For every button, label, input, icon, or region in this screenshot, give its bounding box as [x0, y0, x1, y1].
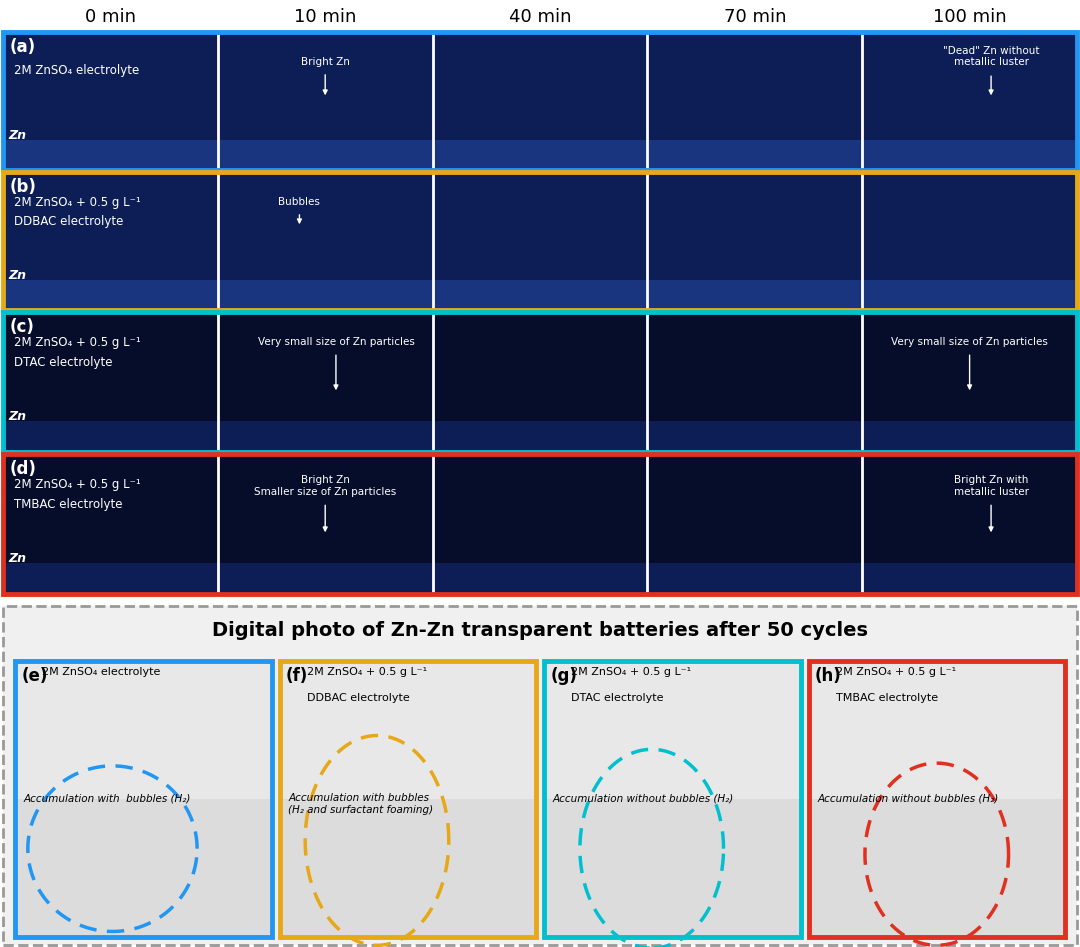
- Text: Very small size of Zn particles: Very small size of Zn particles: [891, 337, 1048, 348]
- Text: 40 min: 40 min: [509, 8, 571, 26]
- Text: (d): (d): [10, 459, 37, 477]
- Text: Accumulation with  bubbles (H₂): Accumulation with bubbles (H₂): [24, 794, 191, 803]
- Text: 2M ZnSO₄ + 0.5 g L⁻¹: 2M ZnSO₄ + 0.5 g L⁻¹: [14, 336, 140, 349]
- Text: (g): (g): [551, 667, 578, 685]
- Text: DDBAC electrolyte: DDBAC electrolyte: [307, 693, 409, 704]
- Text: (h): (h): [815, 667, 841, 685]
- Text: TMBAC electrolyte: TMBAC electrolyte: [14, 498, 122, 510]
- Text: Bright Zn
Smaller size of Zn particles: Bright Zn Smaller size of Zn particles: [254, 475, 396, 496]
- Text: (c): (c): [10, 317, 35, 335]
- Text: Zn: Zn: [9, 410, 26, 423]
- Text: 2M ZnSO₄ electrolyte: 2M ZnSO₄ electrolyte: [14, 64, 139, 77]
- Text: Zn: Zn: [9, 552, 26, 565]
- Text: Accumulation with bubbles
(H₂ and surfactant foaming): Accumulation with bubbles (H₂ and surfac…: [288, 794, 433, 815]
- Text: DTAC electrolyte: DTAC electrolyte: [571, 693, 663, 704]
- Text: Accumulation without bubbles (H₂): Accumulation without bubbles (H₂): [553, 794, 734, 803]
- Text: Zn: Zn: [9, 129, 26, 142]
- Text: Bright Zn with
metallic luster: Bright Zn with metallic luster: [954, 475, 1028, 496]
- Text: Bright Zn: Bright Zn: [300, 57, 350, 67]
- Text: 2M ZnSO₄ + 0.5 g L⁻¹: 2M ZnSO₄ + 0.5 g L⁻¹: [14, 196, 140, 209]
- Text: 2M ZnSO₄ + 0.5 g L⁻¹: 2M ZnSO₄ + 0.5 g L⁻¹: [836, 667, 956, 677]
- Text: Zn: Zn: [9, 269, 26, 282]
- Text: 2M ZnSO₄ electrolyte: 2M ZnSO₄ electrolyte: [42, 667, 160, 677]
- Text: 0 min: 0 min: [85, 8, 136, 26]
- Text: (e): (e): [22, 667, 48, 685]
- Text: 2M ZnSO₄ + 0.5 g L⁻¹: 2M ZnSO₄ + 0.5 g L⁻¹: [14, 478, 140, 491]
- Text: (a): (a): [10, 38, 36, 56]
- Text: 10 min: 10 min: [294, 8, 356, 26]
- Text: "Dead" Zn without
metallic luster: "Dead" Zn without metallic luster: [943, 45, 1039, 67]
- Text: 2M ZnSO₄ + 0.5 g L⁻¹: 2M ZnSO₄ + 0.5 g L⁻¹: [571, 667, 691, 677]
- Text: TMBAC electrolyte: TMBAC electrolyte: [836, 693, 937, 704]
- Text: Accumulation without bubbles (H₂): Accumulation without bubbles (H₂): [818, 794, 998, 803]
- Text: Bubbles: Bubbles: [279, 197, 321, 206]
- Text: 2M ZnSO₄ + 0.5 g L⁻¹: 2M ZnSO₄ + 0.5 g L⁻¹: [307, 667, 427, 677]
- Text: (f): (f): [286, 667, 308, 685]
- Text: 100 min: 100 min: [933, 8, 1007, 26]
- Text: DDBAC electrolyte: DDBAC electrolyte: [14, 215, 123, 228]
- Text: (b): (b): [10, 178, 37, 196]
- Text: 70 min: 70 min: [724, 8, 786, 26]
- Text: Very small size of Zn particles: Very small size of Zn particles: [257, 337, 415, 348]
- Text: Digital photo of Zn-Zn transparent batteries after 50 cycles: Digital photo of Zn-Zn transparent batte…: [212, 620, 868, 640]
- Text: DTAC electrolyte: DTAC electrolyte: [14, 356, 112, 369]
